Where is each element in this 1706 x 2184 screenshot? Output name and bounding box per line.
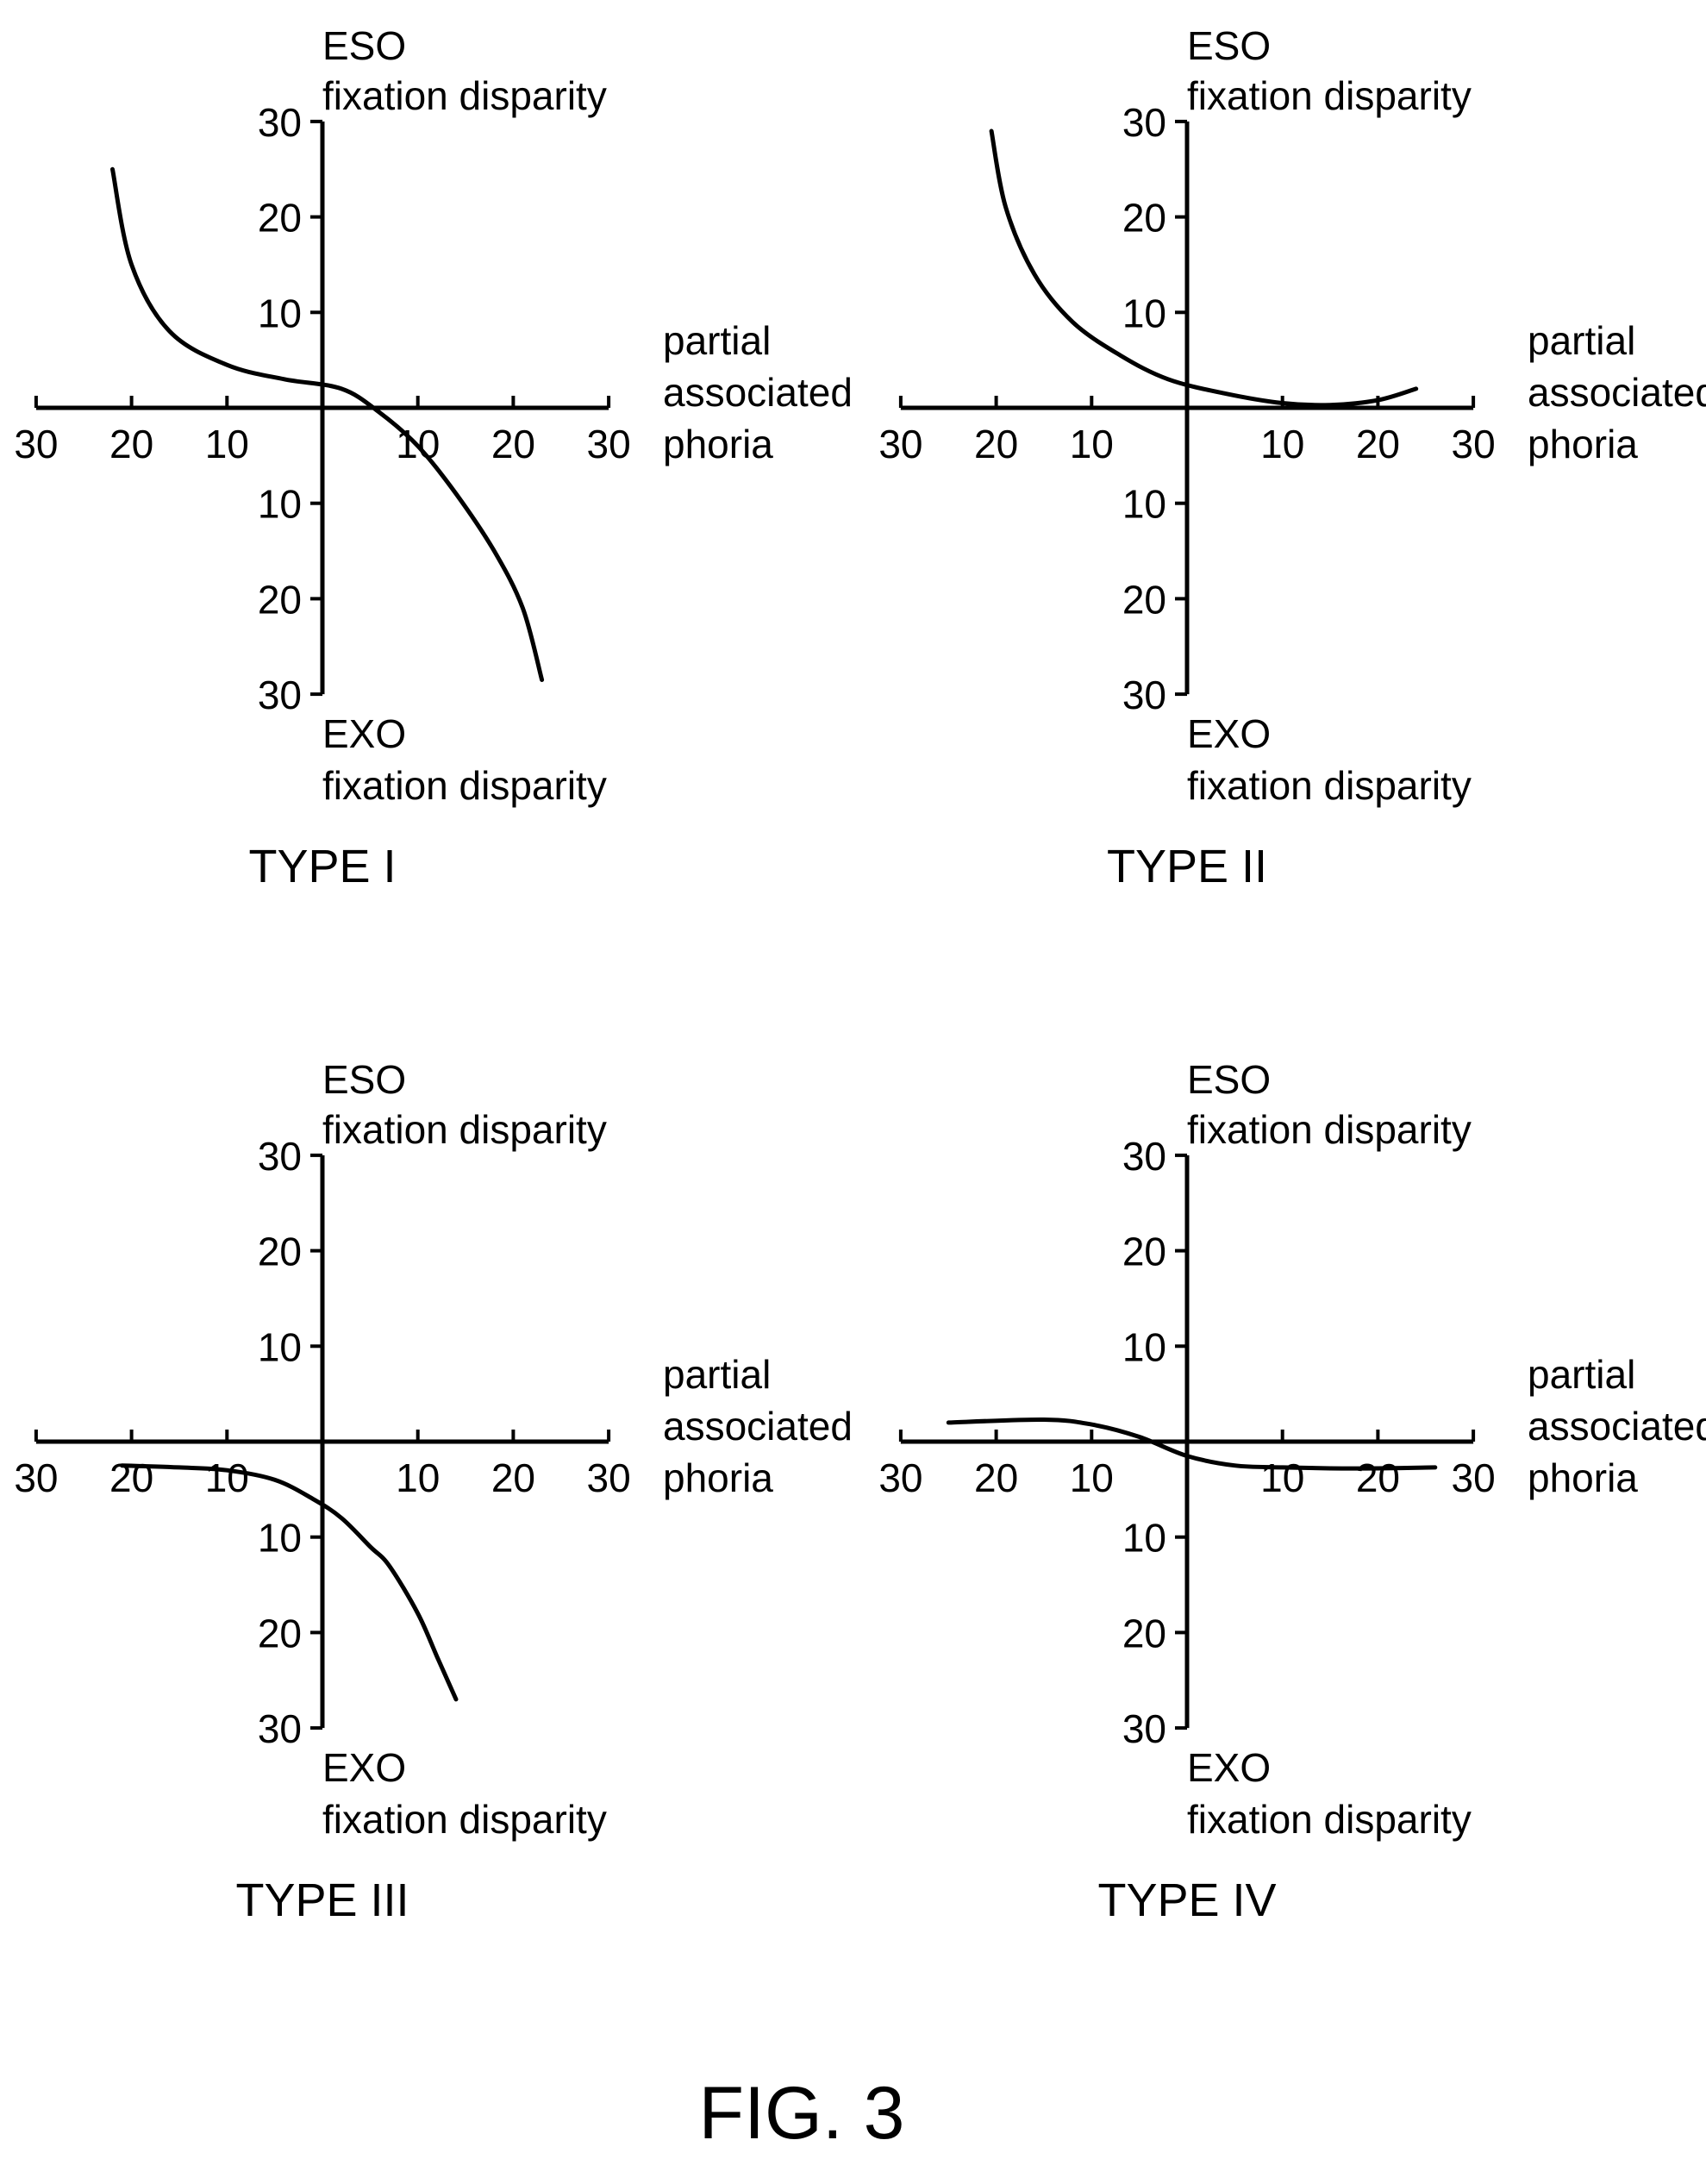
y-tick-label: 10 [1122,1324,1166,1369]
x-tick-label: 20 [1356,1455,1400,1500]
x-tick-label: 10 [1070,1455,1114,1500]
y-axis-label-bottom-line2: fixation disparity [322,1797,607,1842]
x-tick-label: 30 [14,422,58,466]
x-tick-label: 30 [1452,422,1496,466]
x-tick-label: 30 [878,1455,922,1500]
y-tick-label: 10 [258,291,302,335]
y-axis-label-bottom-line1: EXO [1187,1745,1271,1790]
series-curve-1 [110,166,545,682]
y-axis-label-bottom-line2: fixation disparity [322,763,607,808]
x-axis-label-line1: partial [663,1352,771,1397]
x-tick-label: 30 [587,422,631,466]
y-tick-label: 30 [258,100,302,145]
figure-label: FIG. 3 [699,2072,905,2155]
x-tick-label: 30 [878,422,922,466]
y-tick-label: 20 [258,1230,302,1274]
y-tick-label: 30 [1122,100,1166,145]
y-axis-label-top-line1: ESO [322,1057,406,1102]
panel-title: TYPE I [248,841,396,892]
x-tick-label: 10 [1260,1455,1304,1500]
y-tick-label: 20 [1122,196,1166,241]
y-tick-label: 10 [258,1516,302,1561]
y-tick-label: 20 [258,196,302,241]
y-tick-label: 30 [258,1706,302,1751]
x-axis-label-line3: phoria [663,1455,773,1500]
y-tick-label: 20 [258,1611,302,1655]
x-tick-label: 10 [205,1455,249,1500]
x-tick-label: 20 [109,1455,153,1500]
series-curve-1 [120,1463,459,1702]
x-tick-label: 10 [205,422,249,466]
x-tick-label: 20 [109,422,153,466]
x-tick-label: 20 [491,1455,535,1500]
y-tick-label: 20 [1122,577,1166,622]
x-axis-label-line1: partial [1528,1352,1635,1397]
x-tick-label: 20 [974,1455,1018,1500]
y-tick-label: 20 [258,577,302,622]
x-axis-label-line3: phoria [1528,1455,1638,1500]
x-tick-label: 10 [1260,422,1304,466]
y-tick-label: 10 [1122,291,1166,335]
y-tick-label: 30 [1122,1134,1166,1179]
x-tick-label: 30 [14,1455,58,1500]
series-curve-1 [946,1417,1438,1471]
y-axis-label-top-line2: fixation disparity [322,73,607,118]
x-axis-label-line2: associated [1528,370,1706,415]
panel-title: TYPE IV [1097,1874,1276,1926]
x-axis-label-line2: associated [1528,1404,1706,1449]
y-tick-label: 30 [258,673,302,717]
y-tick-label: 30 [258,1134,302,1179]
y-axis-label-top-line2: fixation disparity [1187,1107,1472,1152]
y-axis-label-bottom-line2: fixation disparity [1187,1797,1472,1842]
y-axis-label-top-line1: ESO [322,23,406,68]
panel-title: TYPE II [1107,841,1267,892]
y-axis-label-bottom-line1: EXO [1187,711,1271,756]
y-tick-label: 10 [1122,1516,1166,1561]
y-tick-label: 20 [1122,1230,1166,1274]
x-axis-label-line1: partial [1528,318,1635,363]
x-axis-label-line2: associated [663,370,853,415]
x-axis-label-line2: associated [663,1404,853,1449]
x-tick-label: 10 [1070,422,1114,466]
y-axis-label-top-line1: ESO [1187,1057,1271,1102]
y-tick-label: 10 [1122,482,1166,527]
panel-title: TYPE III [235,1874,409,1926]
y-tick-label: 10 [258,482,302,527]
y-axis-label-bottom-line1: EXO [322,711,406,756]
x-axis-label-line3: phoria [1528,422,1638,466]
x-tick-label: 20 [491,422,535,466]
x-tick-label: 20 [1356,422,1400,466]
series-curve-1 [989,128,1419,408]
x-tick-label: 20 [974,422,1018,466]
y-axis-label-bottom-line1: EXO [322,1745,406,1790]
y-axis-label-top-line1: ESO [1187,23,1271,68]
x-axis-label-line3: phoria [663,422,773,466]
y-tick-label: 30 [1122,673,1166,717]
y-axis-label-top-line2: fixation disparity [1187,73,1472,118]
y-tick-label: 30 [1122,1706,1166,1751]
x-tick-label: 10 [396,1455,440,1500]
y-tick-label: 10 [258,1324,302,1369]
x-tick-label: 30 [1452,1455,1496,1500]
x-axis-label-line1: partial [663,318,771,363]
y-axis-label-top-line2: fixation disparity [322,1107,607,1152]
x-tick-label: 30 [587,1455,631,1500]
y-tick-label: 20 [1122,1611,1166,1655]
y-axis-label-bottom-line2: fixation disparity [1187,763,1472,808]
